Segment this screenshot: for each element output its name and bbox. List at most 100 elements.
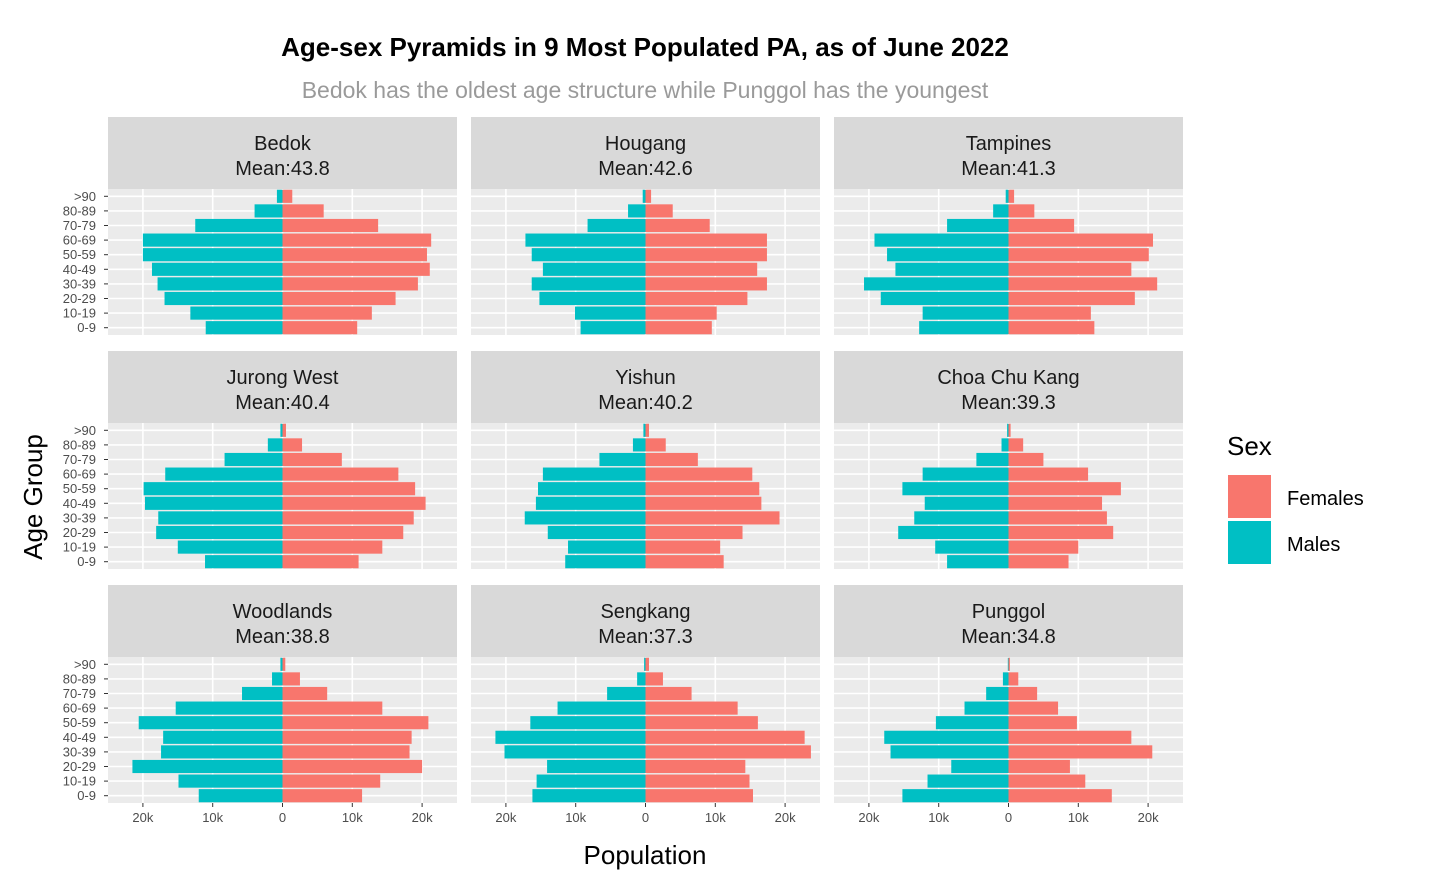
y-tick-label: 80-89 — [63, 203, 96, 218]
bar-females-40-49 — [282, 730, 412, 744]
facet-mean-label: Mean:40.4 — [235, 392, 330, 414]
y-tick-label: 70-79 — [63, 452, 96, 467]
bar-females-30-39 — [282, 745, 410, 759]
bar-males-50-59 — [902, 482, 1009, 496]
x-tick-label: 10k — [928, 810, 949, 825]
bar-females-40-49 — [1008, 262, 1132, 276]
facet-sengkang: Sengkang Mean:37.3 20k 10k 0 10k 20k — [471, 585, 820, 825]
facet-name: Sengkang — [600, 601, 690, 623]
facet-name: Punggol — [972, 601, 1045, 623]
bar-females->90 — [282, 423, 286, 437]
bar-females-10-19 — [1008, 306, 1091, 320]
facet-grid: BedokMean:43.80-910-1920-2930-3940-4950-… — [63, 117, 1183, 825]
bar-males-70-79 — [599, 452, 646, 467]
bar-males-50-59 — [538, 482, 646, 496]
bar-females-10-19 — [645, 774, 750, 788]
bar-males-10-19 — [927, 774, 1009, 788]
bar-females-20-29 — [1008, 291, 1135, 306]
bar-females-10-19 — [645, 540, 721, 554]
bar-females-60-69 — [1008, 701, 1059, 715]
bar-males-60-69 — [525, 233, 646, 247]
bar-males-40-49 — [542, 262, 646, 276]
bar-males-30-39 — [531, 277, 646, 291]
bar-males-80-89 — [1002, 672, 1009, 686]
facet-bedok: Bedok Mean:43.8 0-910-1920-2930-3940-4950-… — [63, 117, 457, 335]
bar-males-70-79 — [986, 686, 1009, 701]
x-axis-title: Population — [584, 840, 707, 870]
y-tick-label: 20-29 — [63, 759, 96, 774]
x-tick-label: 20k — [1138, 810, 1159, 825]
bar-males->90 — [643, 423, 646, 437]
bar-males->90 — [1005, 189, 1009, 203]
facet-strip — [834, 585, 1183, 657]
bar-females->90 — [1008, 657, 1010, 671]
facet-strip — [834, 351, 1183, 423]
bar-males-20-29 — [132, 759, 283, 774]
y-tick-label: >90 — [74, 657, 96, 672]
y-tick-label: 30-39 — [63, 510, 96, 525]
y-tick-label: >90 — [74, 423, 96, 438]
facet-strip — [108, 117, 457, 189]
bar-females-30-39 — [1008, 277, 1158, 291]
bar-females-60-69 — [645, 233, 767, 247]
bar-females-20-29 — [282, 525, 404, 540]
bar-females-0-9 — [282, 321, 358, 335]
bar-females-50-59 — [282, 248, 427, 262]
y-tick-label: 10-19 — [63, 774, 96, 789]
bar-males-30-39 — [524, 511, 646, 525]
legend: Sex Females Males — [1227, 431, 1364, 564]
y-tick-label: 30-39 — [63, 744, 96, 759]
bar-males-30-39 — [914, 511, 1009, 525]
bar-females-20-29 — [645, 291, 748, 306]
bar-females-70-79 — [645, 218, 710, 233]
chart-title: Age-sex Pyramids in 9 Most Populated PA,… — [281, 32, 1009, 62]
bar-males-40-49 — [495, 730, 646, 744]
bar-females-80-89 — [645, 438, 666, 452]
bar-females-20-29 — [645, 525, 743, 540]
facet-name: Bedok — [254, 133, 312, 155]
x-tick-label: 20k — [775, 810, 796, 825]
legend-label-males: Males — [1287, 534, 1340, 556]
bar-females-80-89 — [645, 672, 663, 686]
bar-males-60-69 — [964, 701, 1009, 715]
facet-yishun: Yishun Mean:40.2 — [471, 351, 820, 569]
bar-males-80-89 — [637, 672, 646, 686]
bar-females-80-89 — [645, 204, 673, 218]
y-tick-label: 60-69 — [63, 467, 96, 482]
facet-choa-chu-kang: Choa Chu Kang Mean:39.3 — [834, 351, 1183, 569]
bar-females-70-79 — [282, 452, 342, 467]
bar-females-50-59 — [645, 716, 758, 730]
bar-males-50-59 — [531, 248, 646, 262]
bar-females->90 — [645, 423, 649, 437]
bar-males->90 — [1007, 423, 1009, 437]
x-tick-label: 0 — [279, 810, 286, 825]
facet-name: Woodlands — [233, 601, 333, 623]
bar-females-0-9 — [282, 555, 359, 569]
bar-males-60-69 — [557, 701, 646, 715]
bar-females-70-79 — [282, 218, 379, 233]
bar-males-20-29 — [539, 291, 646, 306]
bar-females-20-29 — [282, 291, 396, 306]
legend-label-females: Females — [1287, 488, 1364, 510]
bar-females-20-29 — [1008, 525, 1114, 540]
bar-males-10-19 — [177, 540, 283, 554]
bar-females-30-39 — [645, 511, 780, 525]
y-axis-title: Age Group — [18, 434, 48, 560]
bar-males-0-9 — [947, 555, 1009, 569]
bar-males-50-59 — [138, 716, 283, 730]
bar-males->90 — [280, 657, 283, 671]
bar-males-60-69 — [874, 233, 1009, 247]
bar-males-70-79 — [224, 452, 283, 467]
bar-males-0-9 — [205, 555, 283, 569]
bar-males-70-79 — [195, 218, 283, 233]
x-tick-label: 10k — [705, 810, 726, 825]
facet-strip — [471, 585, 820, 657]
facet-mean-label: Mean:43.8 — [235, 158, 330, 180]
bar-males-40-49 — [535, 496, 646, 510]
y-tick-label: 0-9 — [77, 554, 96, 569]
bar-males-0-9 — [565, 555, 646, 569]
bar-males-30-39 — [161, 745, 283, 759]
bar-females-0-9 — [645, 321, 712, 335]
y-tick-label: 60-69 — [63, 233, 96, 248]
